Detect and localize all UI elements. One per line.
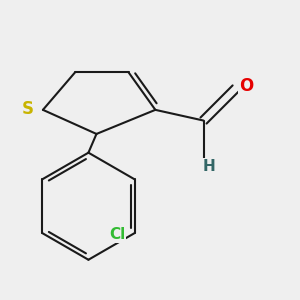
- Text: H: H: [202, 159, 215, 174]
- Text: S: S: [22, 100, 34, 118]
- Text: Cl: Cl: [109, 227, 125, 242]
- Text: O: O: [239, 77, 254, 95]
